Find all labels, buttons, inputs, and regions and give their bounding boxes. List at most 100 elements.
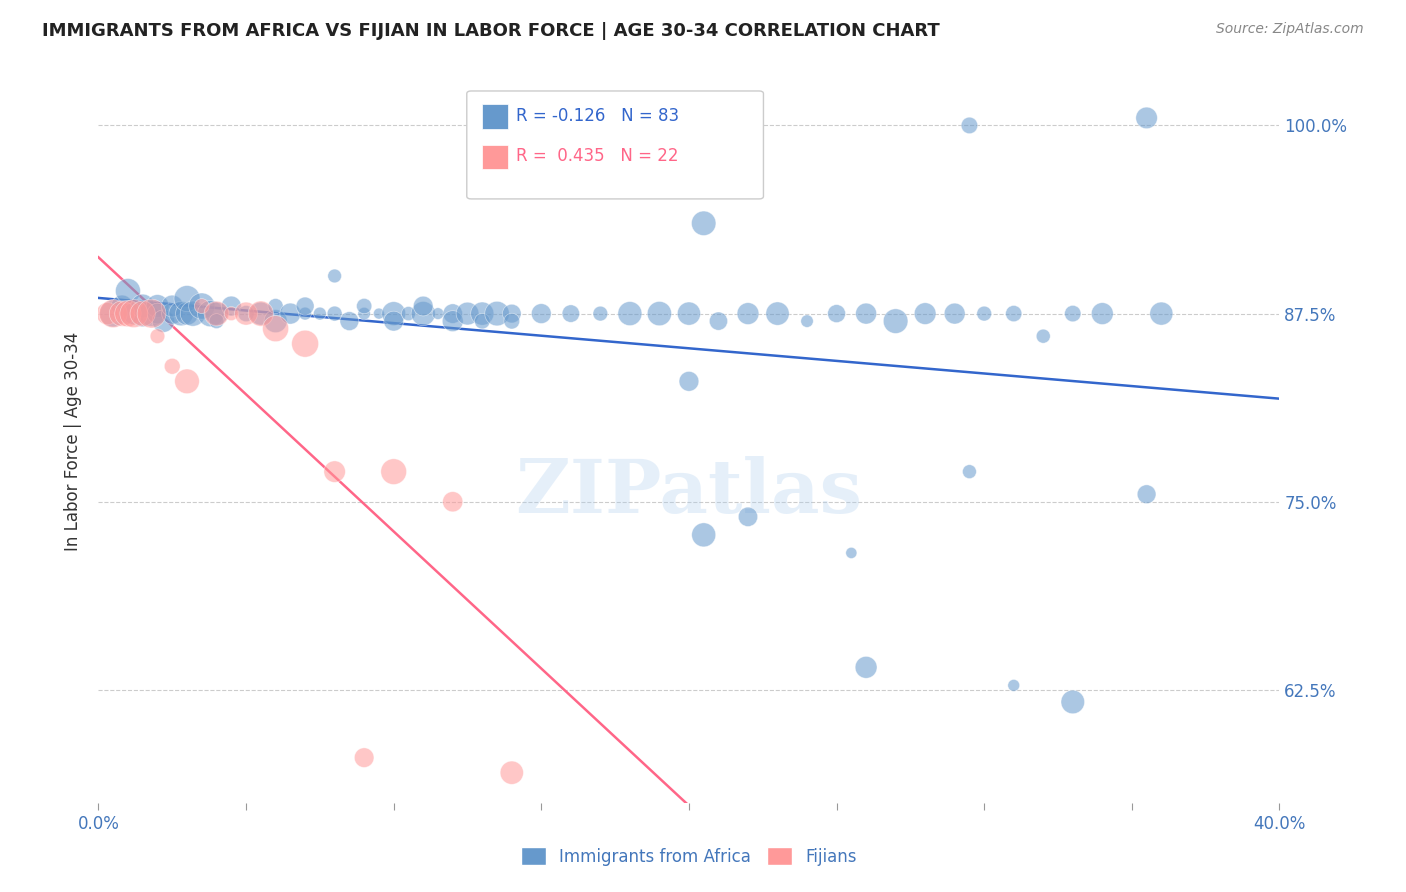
Point — [855, 307, 877, 321]
Point — [111, 299, 134, 313]
Point — [141, 307, 163, 321]
Point — [530, 307, 553, 321]
Point — [146, 307, 169, 321]
Legend: Immigrants from Africa, Fijians: Immigrants from Africa, Fijians — [512, 839, 866, 874]
Point — [353, 299, 375, 313]
Point — [176, 292, 198, 306]
Point — [152, 314, 174, 328]
Point — [368, 307, 391, 321]
Point — [132, 307, 155, 321]
Point — [693, 528, 716, 542]
Point — [103, 307, 125, 321]
Point — [200, 307, 222, 321]
Point — [191, 299, 214, 313]
Point — [117, 284, 139, 298]
Point — [235, 307, 257, 321]
Point — [162, 299, 183, 313]
Point — [486, 307, 509, 321]
Point — [1062, 307, 1084, 321]
Point — [1091, 307, 1114, 321]
Point — [205, 307, 228, 321]
Point — [117, 307, 139, 321]
Text: R =  0.435   N = 22: R = 0.435 N = 22 — [516, 147, 679, 165]
Point — [441, 495, 464, 509]
Point — [323, 268, 346, 283]
Point — [309, 307, 332, 321]
Point — [264, 314, 287, 328]
Point — [122, 307, 145, 321]
Point — [457, 307, 479, 321]
Point — [737, 509, 759, 524]
Point — [146, 329, 169, 343]
Point — [914, 307, 936, 321]
Point — [1136, 487, 1159, 501]
Point — [264, 299, 287, 313]
Point — [122, 307, 145, 321]
Point — [294, 299, 316, 313]
Point — [382, 465, 405, 479]
Point — [1150, 307, 1173, 321]
Point — [323, 307, 346, 321]
Point — [855, 660, 877, 674]
Point — [412, 307, 434, 321]
Point — [943, 307, 966, 321]
Point — [353, 307, 375, 321]
Point — [441, 307, 464, 321]
Point — [176, 307, 198, 321]
Point — [471, 307, 494, 321]
Point — [501, 314, 523, 328]
Point — [235, 307, 257, 321]
Point — [589, 307, 612, 321]
Point — [221, 299, 243, 313]
Point — [205, 307, 228, 321]
Text: IMMIGRANTS FROM AFRICA VS FIJIAN IN LABOR FORCE | AGE 30-34 CORRELATION CHART: IMMIGRANTS FROM AFRICA VS FIJIAN IN LABO… — [42, 22, 941, 40]
Point — [170, 307, 193, 321]
Point — [146, 299, 169, 313]
Y-axis label: In Labor Force | Age 30-34: In Labor Force | Age 30-34 — [65, 332, 83, 551]
Point — [707, 314, 730, 328]
Point — [841, 546, 863, 560]
Text: ZIPatlas: ZIPatlas — [516, 456, 862, 529]
Point — [1062, 695, 1084, 709]
Point — [678, 307, 700, 321]
Point — [693, 216, 716, 230]
Point — [96, 307, 118, 321]
Point — [280, 307, 302, 321]
Point — [973, 307, 995, 321]
Point — [323, 465, 346, 479]
Point — [398, 307, 420, 321]
Point — [294, 307, 316, 321]
Point — [471, 314, 494, 328]
Point — [382, 307, 405, 321]
Point — [294, 336, 316, 351]
Point — [205, 314, 228, 328]
Text: R = -0.126   N = 83: R = -0.126 N = 83 — [516, 107, 679, 125]
Point — [162, 307, 183, 321]
Point — [162, 359, 183, 374]
Point — [959, 465, 981, 479]
Point — [264, 321, 287, 335]
Point — [176, 375, 198, 389]
Point — [1002, 678, 1025, 692]
Point — [766, 307, 789, 321]
Point — [191, 299, 214, 313]
Point — [648, 307, 671, 321]
Point — [427, 307, 450, 321]
Point — [111, 307, 134, 321]
Point — [737, 307, 759, 321]
Point — [1002, 307, 1025, 321]
Text: Source: ZipAtlas.com: Source: ZipAtlas.com — [1216, 22, 1364, 37]
Point — [959, 119, 981, 133]
Point — [141, 307, 163, 321]
Point — [103, 307, 125, 321]
Point — [441, 314, 464, 328]
Point — [412, 299, 434, 313]
Point — [132, 307, 155, 321]
Point — [250, 307, 273, 321]
Point — [250, 307, 273, 321]
Point — [825, 307, 848, 321]
Point — [560, 307, 582, 321]
Point — [796, 314, 818, 328]
Point — [619, 307, 641, 321]
Point — [1032, 329, 1054, 343]
